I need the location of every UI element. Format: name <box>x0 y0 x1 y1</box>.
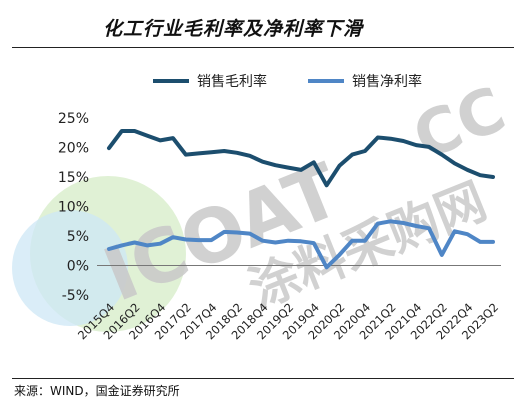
legend-label-net: 销售净利率 <box>352 73 422 90</box>
series-layer <box>107 129 495 270</box>
y-tick-label: 5% <box>67 229 89 245</box>
chart-title: 化工行业毛利率及净利率下滑 <box>103 18 364 40</box>
watermark-blue-circle <box>12 210 128 326</box>
y-tick-label: 0% <box>67 259 89 275</box>
bottom-divider <box>12 378 514 379</box>
legend: 销售毛利率 销售净利率 <box>153 73 422 90</box>
y-tick-label: 10% <box>58 200 89 216</box>
y-tick-label: -5% <box>62 288 89 304</box>
source-note: 来源：WIND，国金证券研究所 <box>14 384 180 398</box>
y-tick-label: 25% <box>58 111 89 127</box>
y-axis: -5% 0% 5% 10% 15% 20% 25% <box>58 111 89 304</box>
legend-label-gross: 销售毛利率 <box>197 73 267 90</box>
series-line-net-margin <box>107 219 495 270</box>
series-line-gross-margin <box>107 129 495 188</box>
y-tick-label: 20% <box>58 141 89 157</box>
y-tick-label: 15% <box>58 170 89 186</box>
top-divider <box>12 47 514 48</box>
line-chart: ICOAT CC 涂料采购网 销售毛利率 销售净利率 -5%0%5%10%15%… <box>12 72 515 342</box>
